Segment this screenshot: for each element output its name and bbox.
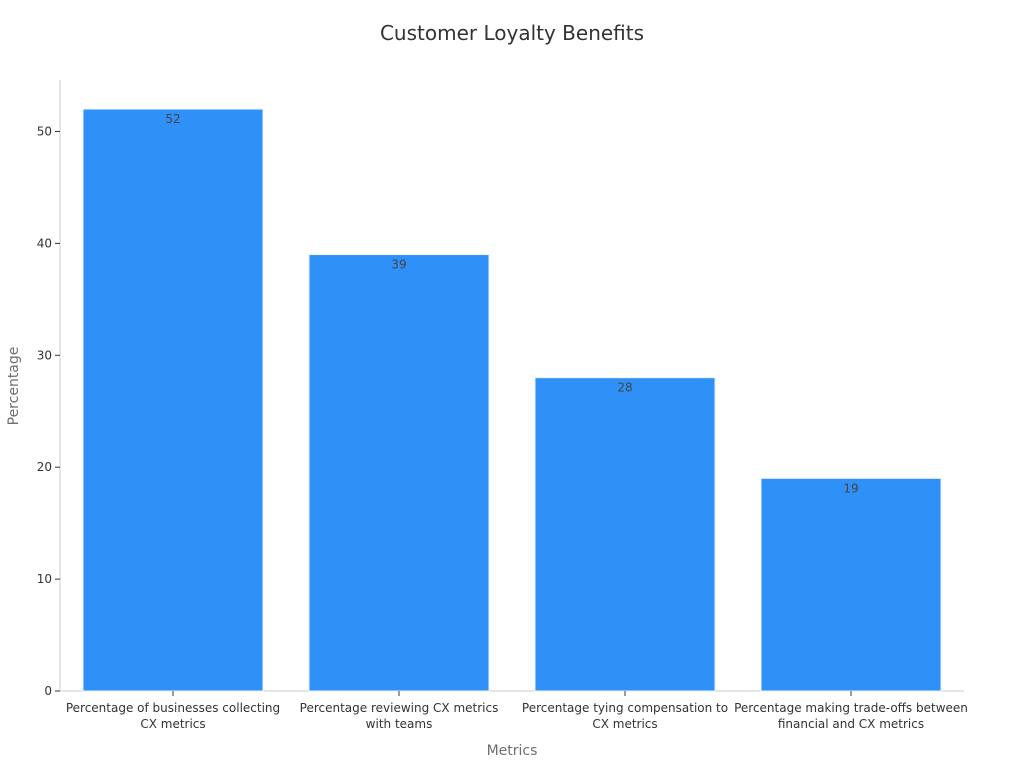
data-labels: 52 39 28 19: [165, 112, 858, 495]
chart-title: Customer Loyalty Benefits: [380, 21, 644, 45]
y-axis-title: Percentage: [6, 347, 22, 426]
x-category-label: CX metrics: [140, 717, 205, 731]
bar-value-label: 28: [617, 381, 632, 395]
y-tick-label: 20: [37, 460, 52, 474]
x-category-label: Percentage reviewing CX metrics: [300, 701, 499, 715]
bar-value-label: 52: [165, 112, 180, 126]
bars: [82, 108, 942, 692]
y-axis-ticks: 0 10 20 30 40 50: [37, 124, 60, 698]
x-category-label: Percentage of businesses collecting: [66, 701, 280, 715]
bar-value-label: 39: [391, 258, 406, 272]
y-tick-label: 50: [37, 124, 52, 138]
x-axis-categories: Percentage of businesses collecting CX me…: [66, 691, 968, 731]
x-category-label: Percentage making trade-offs between: [734, 701, 968, 715]
y-tick-label: 10: [37, 572, 52, 586]
bar: [760, 477, 942, 692]
x-category-label: financial and CX metrics: [778, 717, 924, 731]
bar: [308, 254, 490, 692]
bar: [534, 377, 716, 692]
x-category-label: CX metrics: [592, 717, 657, 731]
bar-value-label: 19: [843, 481, 858, 495]
x-category-label: with teams: [366, 717, 433, 731]
y-tick-label: 0: [44, 684, 52, 698]
x-category-label: Percentage tying compensation to: [522, 701, 728, 715]
bar: [82, 108, 264, 692]
y-tick-label: 30: [37, 348, 52, 362]
y-tick-label: 40: [37, 236, 52, 250]
x-axis-title: Metrics: [487, 743, 538, 759]
